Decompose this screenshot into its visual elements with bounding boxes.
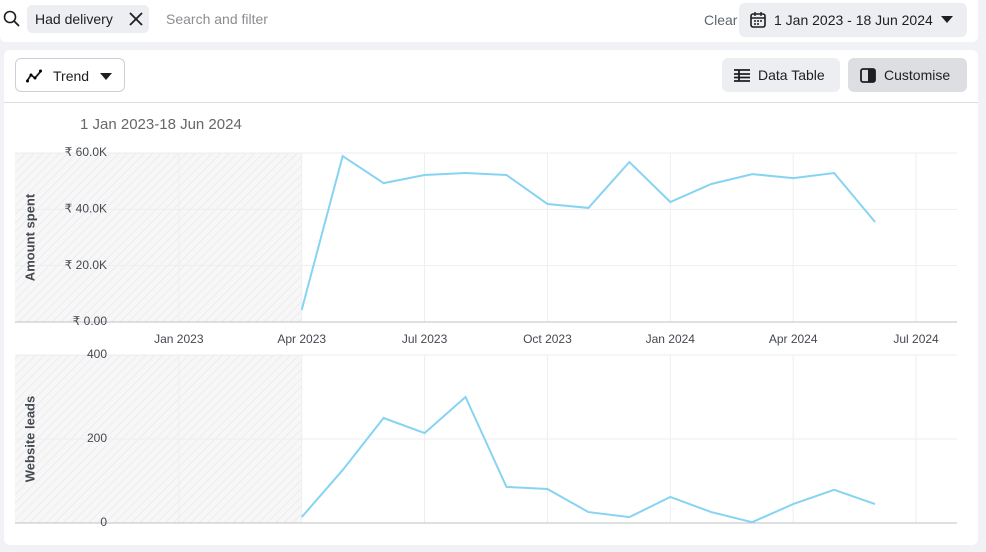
x-tick-label: Jul 2023 (402, 332, 448, 346)
x-tick-label: Apr 2023 (277, 332, 326, 346)
x-tick-label: Oct 2023 (523, 332, 572, 346)
table-icon (734, 69, 750, 82)
view-selector[interactable]: Trend (15, 58, 125, 92)
chart-subtitle: 1 Jan 2023-18 Jun 2024 (80, 116, 242, 133)
y-tick-label: ₹ 40.0K (65, 202, 107, 216)
search-icon (3, 10, 20, 27)
search-input[interactable]: Search and filter (166, 11, 268, 27)
clear-button[interactable]: Clear (704, 12, 738, 28)
y-tick-label: 0 (100, 515, 107, 529)
series-line (300, 395, 876, 524)
x-tick-label: Jul 2024 (893, 332, 939, 346)
chip-label: Had delivery (35, 11, 113, 27)
caret (941, 16, 953, 23)
chip-remove[interactable] (129, 12, 143, 26)
y-axis-label: Website leads (22, 396, 37, 482)
data-table-button[interactable]: Data Table (722, 58, 840, 92)
customise-button[interactable]: Customise (848, 58, 967, 92)
y-tick-label: ₹ 20.0K (65, 258, 107, 272)
y-tick-label: 400 (87, 347, 107, 361)
x-tick-label: Jan 2023 (154, 332, 204, 346)
customise-label: Customise (884, 67, 951, 83)
series-line (300, 154, 876, 311)
data-table-label: Data Table (758, 67, 825, 83)
x-tick-label: Jan 2024 (646, 332, 696, 346)
y-tick-label: ₹ 0.00 (73, 314, 108, 328)
filter-chip[interactable]: Had delivery (27, 5, 149, 33)
y-tick-label: 200 (87, 431, 107, 445)
date-range: 1 Jan 2023 - 18 Jun 2024 (774, 12, 933, 28)
date-picker[interactable]: 1 Jan 2023 - 18 Jun 2024 (739, 3, 967, 37)
x-tick-label: Apr 2024 (769, 332, 818, 346)
filter-bar: Had delivery Search and filter Clear 1 J… (0, 0, 978, 42)
view-label: Trend (53, 68, 90, 84)
no-data-region (15, 153, 302, 322)
y-axis-label: Amount spent (22, 193, 37, 281)
calendar-icon (750, 12, 766, 28)
caret (100, 73, 112, 80)
customise-icon (860, 68, 876, 83)
divider (4, 102, 978, 103)
y-tick-label: ₹ 60.0K (65, 145, 107, 159)
trend-icon (26, 69, 42, 83)
